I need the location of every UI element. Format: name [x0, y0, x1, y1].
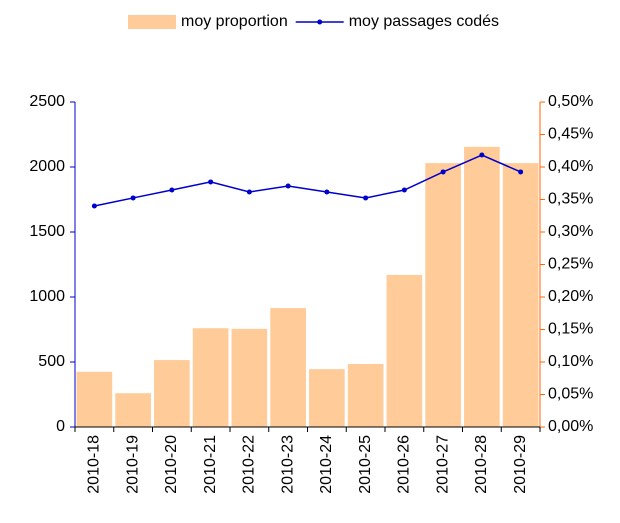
legend-swatch — [317, 19, 323, 25]
line-point — [401, 187, 407, 193]
y-tick-label: 1500 — [29, 223, 65, 240]
bar — [270, 308, 306, 427]
y2-tick-label: 0,15% — [548, 321, 593, 338]
y2-tick-label: 0,40% — [548, 158, 593, 175]
line-point — [285, 183, 291, 189]
x-tick-label: 2010-21 — [202, 435, 219, 494]
x-tick-label: 2010-28 — [473, 435, 490, 494]
x-tick-label: 2010-29 — [512, 435, 529, 494]
line-point — [324, 189, 330, 195]
legend-label: moy passages codés — [349, 13, 499, 30]
x-tick-label: 2010-27 — [434, 435, 451, 494]
bar — [154, 360, 190, 427]
legend-label: moy proportion — [181, 13, 288, 30]
x-tick-label: 2010-26 — [396, 435, 413, 494]
x-tick-label: 2010-22 — [241, 435, 258, 494]
line-point — [246, 189, 252, 195]
y2-tick-label: 0,20% — [548, 288, 593, 305]
line-point — [91, 203, 97, 209]
y-tick-label: 500 — [38, 353, 65, 370]
line-point — [440, 169, 446, 175]
bar — [76, 371, 113, 427]
bar — [425, 163, 461, 427]
bar — [347, 363, 384, 427]
line — [94, 154, 521, 207]
x-tick-label: 2010-20 — [163, 435, 180, 494]
bar — [115, 393, 151, 427]
line-point — [130, 195, 136, 201]
line-point — [479, 152, 485, 158]
bar — [464, 146, 500, 427]
y2-tick-label: 0,50% — [548, 93, 593, 110]
bar — [386, 274, 423, 427]
bar — [309, 369, 345, 427]
line-point — [363, 195, 369, 201]
y2-tick-label: 0,45% — [548, 126, 593, 143]
line-point — [208, 179, 214, 185]
line-point — [169, 187, 175, 193]
y2-tick-label: 0,00% — [548, 418, 593, 435]
x-tick-label: 2010-18 — [86, 435, 103, 494]
y2-tick-label: 0,35% — [548, 191, 593, 208]
bar — [192, 328, 229, 427]
y2-tick-label: 0,05% — [548, 386, 593, 403]
legend-swatch — [128, 15, 176, 29]
y-tick-label: 0 — [56, 418, 65, 435]
bar — [502, 163, 539, 427]
x-tick-label: 2010-23 — [279, 435, 296, 494]
y-tick-label: 2500 — [29, 93, 65, 110]
y-tick-label: 2000 — [29, 158, 65, 175]
y2-tick-label: 0,30% — [548, 223, 593, 240]
y-tick-label: 1000 — [29, 288, 65, 305]
y2-tick-label: 0,25% — [548, 256, 593, 273]
x-tick-label: 2010-19 — [124, 435, 141, 494]
y2-tick-label: 0,10% — [548, 353, 593, 370]
x-tick-label: 2010-25 — [357, 435, 374, 494]
bar — [231, 328, 268, 427]
line-point — [518, 169, 524, 175]
x-tick-label: 2010-24 — [318, 435, 335, 494]
